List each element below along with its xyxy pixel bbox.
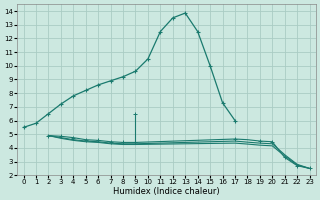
X-axis label: Humidex (Indice chaleur): Humidex (Indice chaleur) xyxy=(113,187,220,196)
